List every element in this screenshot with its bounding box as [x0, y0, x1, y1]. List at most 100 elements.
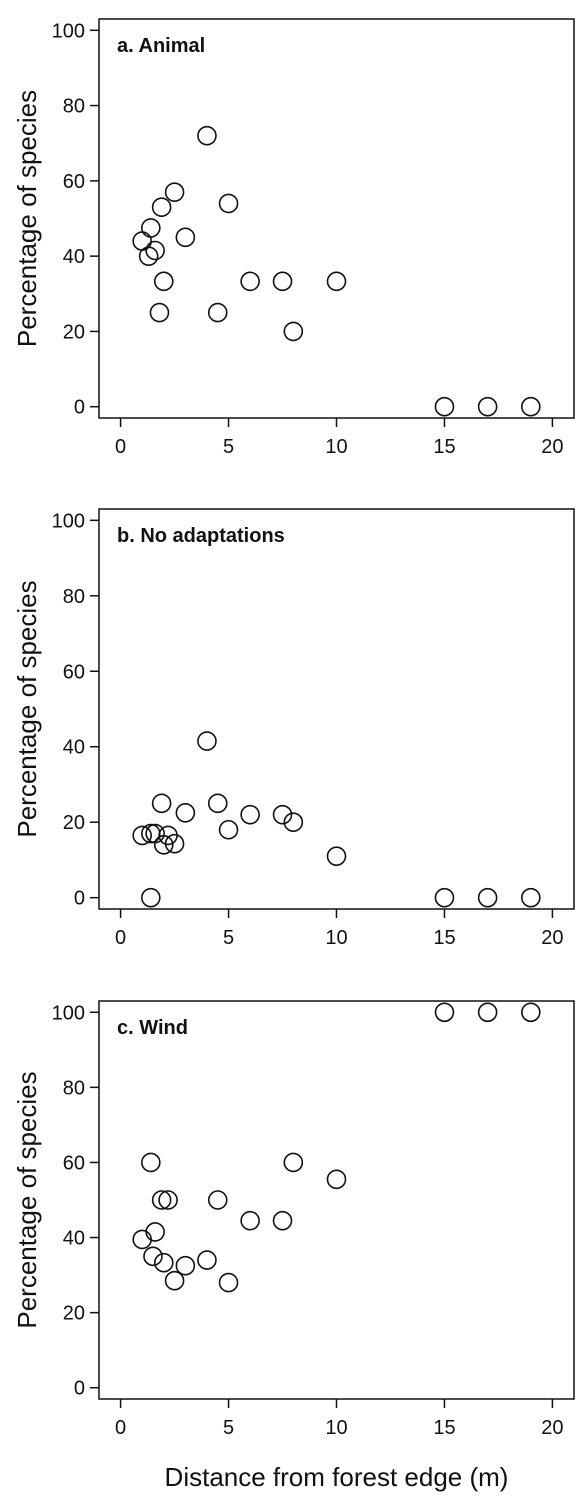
data-point — [141, 1152, 161, 1173]
y-tick-label: 0 — [74, 1378, 85, 1400]
data-point — [149, 302, 170, 323]
data-point — [521, 396, 541, 417]
data-point — [141, 887, 161, 908]
panel-title: b. No adaptations — [117, 525, 285, 547]
x-tick-label: 15 — [433, 436, 455, 458]
panel-a: 0 20 40 60 80 100 0 5 10 15 20 a. Animal Percentage … — [12, 18, 575, 458]
y-axis-title: Percentage of species — [12, 90, 42, 347]
x-tick-label: 10 — [325, 436, 347, 458]
x-tick-label: 0 — [115, 1417, 126, 1439]
y-axis-title: Percentage of species — [12, 580, 42, 837]
y-tick-label: 100 — [52, 20, 85, 42]
data-point — [145, 823, 165, 844]
x-tick-label: 10 — [325, 1417, 347, 1439]
data-point — [283, 1152, 304, 1173]
data-point — [434, 887, 455, 908]
y-tick-label: 80 — [63, 1077, 85, 1099]
panel-b: 0 20 40 60 80 100 0 5 10 15 20 b. No adaptations Per… — [12, 508, 575, 949]
data-point — [197, 731, 217, 751]
data-point — [138, 246, 159, 266]
y-tick-label: 40 — [63, 1228, 85, 1250]
data-point — [283, 321, 304, 342]
y-tick-label: 100 — [52, 1002, 85, 1024]
data-point — [240, 804, 260, 825]
data-point — [434, 1002, 455, 1023]
y-tick-label: 100 — [52, 510, 85, 532]
data-point — [197, 125, 217, 146]
data-point — [153, 835, 174, 855]
x-tick-label: 5 — [223, 927, 234, 949]
y-tick-label: 40 — [63, 246, 85, 268]
data-point — [218, 1272, 239, 1293]
y-tick-label: 60 — [63, 171, 85, 193]
data-point — [153, 1252, 174, 1273]
panel-title: a. Animal — [117, 35, 205, 57]
data-point — [164, 182, 185, 202]
data-point — [207, 302, 228, 323]
data-point — [151, 793, 172, 814]
data-point — [132, 825, 152, 846]
y-axis-title: Percentage of species — [12, 1071, 42, 1328]
data-point — [272, 271, 293, 292]
data-point — [521, 887, 541, 908]
data-point — [145, 1222, 165, 1242]
data-point — [175, 802, 196, 823]
x-tick-label: 15 — [433, 927, 455, 949]
data-point — [272, 1210, 293, 1231]
y-tick-label: 20 — [63, 1303, 85, 1325]
data-point — [143, 1246, 163, 1267]
data-point — [145, 240, 165, 261]
data-point — [477, 396, 498, 417]
x-axis-title: Distance from forest edge (m) — [165, 1462, 509, 1492]
y-tick-label: 60 — [63, 661, 85, 683]
y-tick-label: 80 — [63, 96, 85, 118]
x-tick-label: 0 — [115, 436, 126, 458]
data-point — [477, 887, 498, 908]
data-point — [521, 1002, 541, 1023]
data-point — [164, 833, 185, 854]
x-tick-label: 15 — [433, 1417, 455, 1439]
data-point — [175, 1255, 196, 1276]
y-tick-label: 0 — [74, 888, 85, 910]
data-point — [153, 271, 174, 292]
y-tick-label: 20 — [63, 321, 85, 343]
x-tick-label: 20 — [541, 927, 563, 949]
data-point — [218, 193, 239, 214]
data-point — [197, 1250, 217, 1270]
data-point — [326, 271, 347, 292]
plot-frame — [98, 18, 575, 419]
x-tick-label: 10 — [325, 927, 347, 949]
y-tick-label: 80 — [63, 586, 85, 608]
data-point — [175, 227, 196, 248]
x-tick-label: 20 — [541, 1417, 563, 1439]
data-point — [326, 1169, 347, 1190]
panel-title: c. Wind — [117, 1017, 188, 1039]
data-point — [207, 793, 228, 814]
data-point — [141, 218, 161, 238]
y-tick-label: 60 — [63, 1152, 85, 1174]
y-tick-label: 20 — [63, 812, 85, 834]
y-tick-label: 40 — [63, 737, 85, 759]
data-point — [434, 396, 455, 417]
data-point — [240, 271, 260, 292]
data-point — [207, 1190, 228, 1210]
x-tick-label: 20 — [541, 436, 563, 458]
plot-frame — [98, 508, 575, 910]
data-point — [158, 1190, 178, 1210]
y-tick-label: 0 — [74, 397, 85, 419]
data-point — [240, 1210, 260, 1231]
panel-c: 0 20 40 60 80 100 0 5 10 15 20 c. Wind Percentage of… — [12, 1000, 575, 1439]
x-tick-label: 5 — [223, 1417, 234, 1439]
data-point — [272, 804, 293, 825]
data-point — [283, 812, 304, 833]
x-tick-label: 0 — [115, 927, 126, 949]
data-point — [151, 1190, 172, 1210]
x-tick-label: 5 — [223, 436, 234, 458]
data-point — [132, 1229, 152, 1250]
data-point — [151, 197, 172, 218]
data-point — [477, 1002, 498, 1023]
data-point — [164, 1270, 185, 1291]
data-point — [218, 819, 239, 840]
data-point — [326, 846, 347, 866]
